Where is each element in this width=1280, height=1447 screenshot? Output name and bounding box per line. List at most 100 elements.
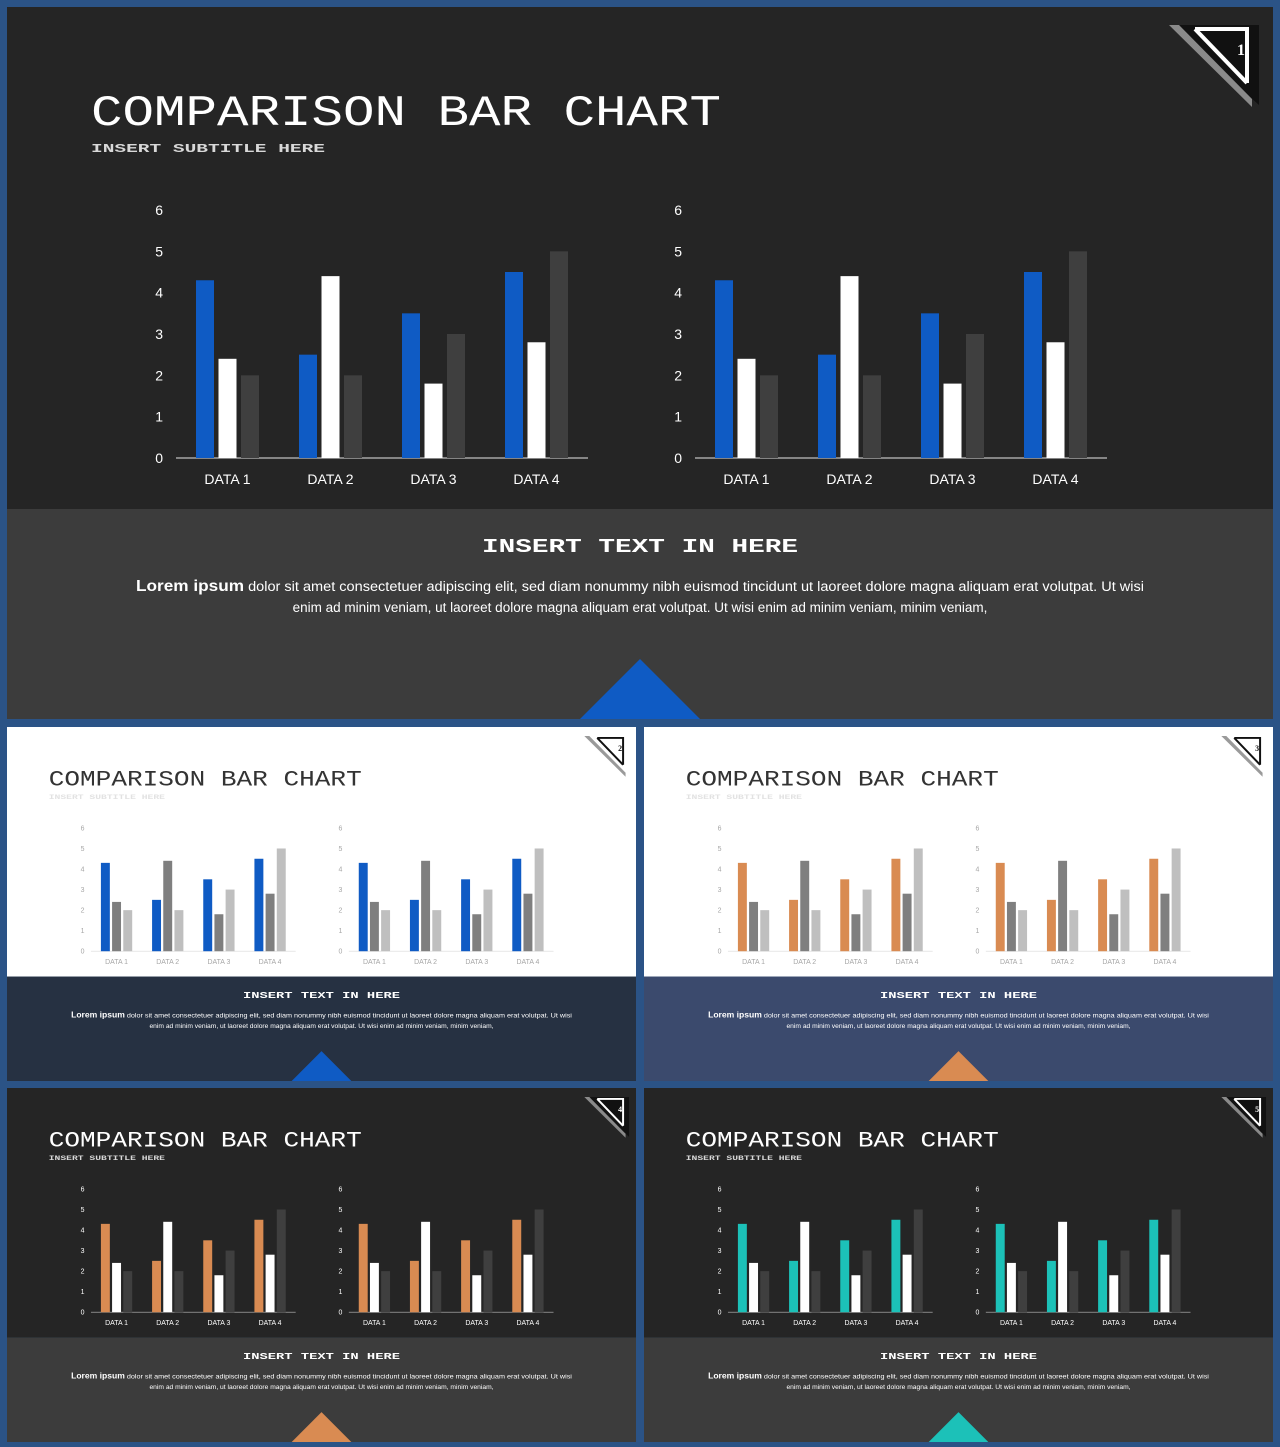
bar-chart-2: 0 1 2 3 4 5 6 DATA 1 DATA 2 DATA 3 DATA 4 [339,1186,554,1327]
x-category-label: DATA 4 [1154,959,1177,966]
bar-series-3-data-4 [1171,1209,1181,1313]
body-line-2: enim ad minim veniam, ut laoreet dolore … [293,600,988,615]
y-tick-label: 6 [718,825,722,832]
slide-number: 1 [1237,42,1245,59]
slide-number-badge: 3 [1221,735,1267,777]
bar-series-2-data-4 [1160,893,1170,952]
bar-series-2-data-1 [218,358,237,458]
bar-series-1-data-2 [299,354,317,458]
bar-series-3-data-1 [760,910,770,952]
y-tick-label: 3 [339,1248,343,1255]
bar-chart-1: 0 1 2 3 4 5 6 DATA 1 DATA 2 DATA 3 DATA 4 [155,202,588,487]
y-tick-label: 0 [339,949,343,956]
bar-series-3-data-4 [534,1209,544,1313]
x-category-label: DATA 3 [207,1320,230,1327]
bar-series-3-data-2 [344,375,362,458]
y-tick-label: 4 [155,285,163,301]
y-tick-label: 5 [976,1207,980,1214]
bar-series-2-data-2 [800,1221,810,1313]
bar-series-1-data-4 [512,1219,522,1313]
bar-series-2-data-4 [902,1254,912,1313]
x-category-label: DATA 2 [1051,959,1074,966]
x-category-label: DATA 4 [517,1320,540,1327]
y-tick-label: 3 [976,887,980,894]
y-tick-label: 6 [976,1186,980,1193]
slide-4[interactable]: 4 COMPARISON BAR CHART INSERT SUBTITLE HER… [7,1088,636,1442]
bar-series-3-data-3 [225,1250,235,1313]
x-category-label: DATA 4 [517,959,540,966]
x-category-label: DATA 3 [465,959,488,966]
bar-series-2-data-2 [321,276,340,458]
bar-series-3-data-3 [1120,889,1130,952]
bar-series-2-data-3 [472,1275,482,1313]
x-category-label: DATA 1 [723,471,769,487]
x-category-label: DATA 2 [414,1320,437,1327]
y-tick-label: 4 [81,1228,85,1235]
bar-series-3-data-1 [241,375,259,458]
bar-series-1-data-3 [461,1240,471,1313]
bar-series-2-data-1 [1006,901,1016,952]
y-tick-label: 0 [718,1310,722,1317]
bar-series-1-data-4 [512,858,522,952]
y-tick-label: 4 [81,867,85,874]
y-tick-label: 1 [81,1289,85,1296]
bar-series-1-data-1 [358,1223,368,1313]
x-category-label: DATA 4 [1154,1320,1177,1327]
bar-series-3-data-2 [432,1271,442,1313]
y-tick-label: 1 [339,1289,343,1296]
body-line-1-text: dolor sit amet consectetuer adipiscing e… [125,1373,573,1380]
x-category-label: DATA 1 [105,959,128,966]
slide-1[interactable]: 1 COMPARISON BAR CHART INSERT SUBTITLE HER… [7,7,1273,719]
bar-series-2-data-3 [1109,914,1119,952]
x-category-label: DATA 2 [793,1320,816,1327]
bar-series-2-data-1 [112,901,122,952]
bar-series-1-data-4 [254,1219,264,1313]
y-tick-label: 5 [339,1207,343,1214]
bar-series-2-data-2 [800,860,810,952]
bar-series-3-data-3 [966,334,984,458]
x-category-label: DATA 2 [1051,1320,1074,1327]
bar-series-2-data-2 [421,1221,431,1313]
slide-2[interactable]: 2 COMPARISON BAR CHART INSERT SUBTITLE HER… [7,727,636,1081]
y-tick-label: 5 [976,846,980,853]
accent-triangle [291,1412,352,1442]
bar-series-3-data-3 [862,1250,872,1313]
slide-subtitle: INSERT SUBTITLE HERE [686,794,803,801]
bar-series-2-data-2 [163,860,173,952]
y-tick-label: 3 [674,326,682,342]
body-line-2: enim ad minim veniam, ut laoreet dolore … [786,1384,1130,1391]
y-tick-label: 6 [718,1186,722,1193]
y-tick-label: 1 [976,928,980,935]
bar-series-3-data-1 [123,910,133,952]
slide-3[interactable]: 3 COMPARISON BAR CHART INSERT SUBTITLE HER… [644,727,1273,1081]
bar-series-1-data-2 [789,899,799,952]
slide-5[interactable]: 5 COMPARISON BAR CHART INSERT SUBTITLE HER… [644,1088,1273,1442]
bar-series-1-data-4 [1149,858,1159,952]
y-tick-label: 5 [339,846,343,853]
body-line-1: Lorem ipsum dolor sit amet consectetuer … [708,1010,1209,1019]
y-tick-label: 3 [976,1248,980,1255]
x-category-label: DATA 4 [896,1320,919,1327]
bar-series-1-data-3 [840,1240,850,1313]
y-tick-label: 6 [155,202,163,218]
x-category-label: DATA 2 [414,959,437,966]
bar-series-2-data-3 [943,383,962,458]
bar-series-3-data-4 [1069,251,1087,458]
y-tick-label: 2 [674,367,682,383]
bar-series-1-data-1 [737,862,747,952]
accent-triangle [291,1051,352,1081]
bar-series-1-data-1 [100,862,110,952]
bar-series-1-data-3 [461,879,471,952]
body-paragraph: Lorem ipsum dolor sit amet consectetuer … [136,578,1144,615]
y-tick-label: 6 [339,825,343,832]
body-paragraph: Lorem ipsum dolor sit amet consectetuer … [71,1010,572,1029]
bar-series-3-data-3 [862,889,872,952]
y-tick-label: 5 [718,1207,722,1214]
slide-subtitle: INSERT SUBTITLE HERE [91,142,325,156]
bar-series-1-data-1 [995,862,1005,952]
bar-series-3-data-4 [276,848,286,952]
bar-series-3-data-3 [483,889,493,952]
bar-series-1-data-1 [737,1223,747,1313]
slide-title: COMPARISON BAR CHART [91,89,721,139]
bar-series-3-data-1 [1018,910,1028,952]
